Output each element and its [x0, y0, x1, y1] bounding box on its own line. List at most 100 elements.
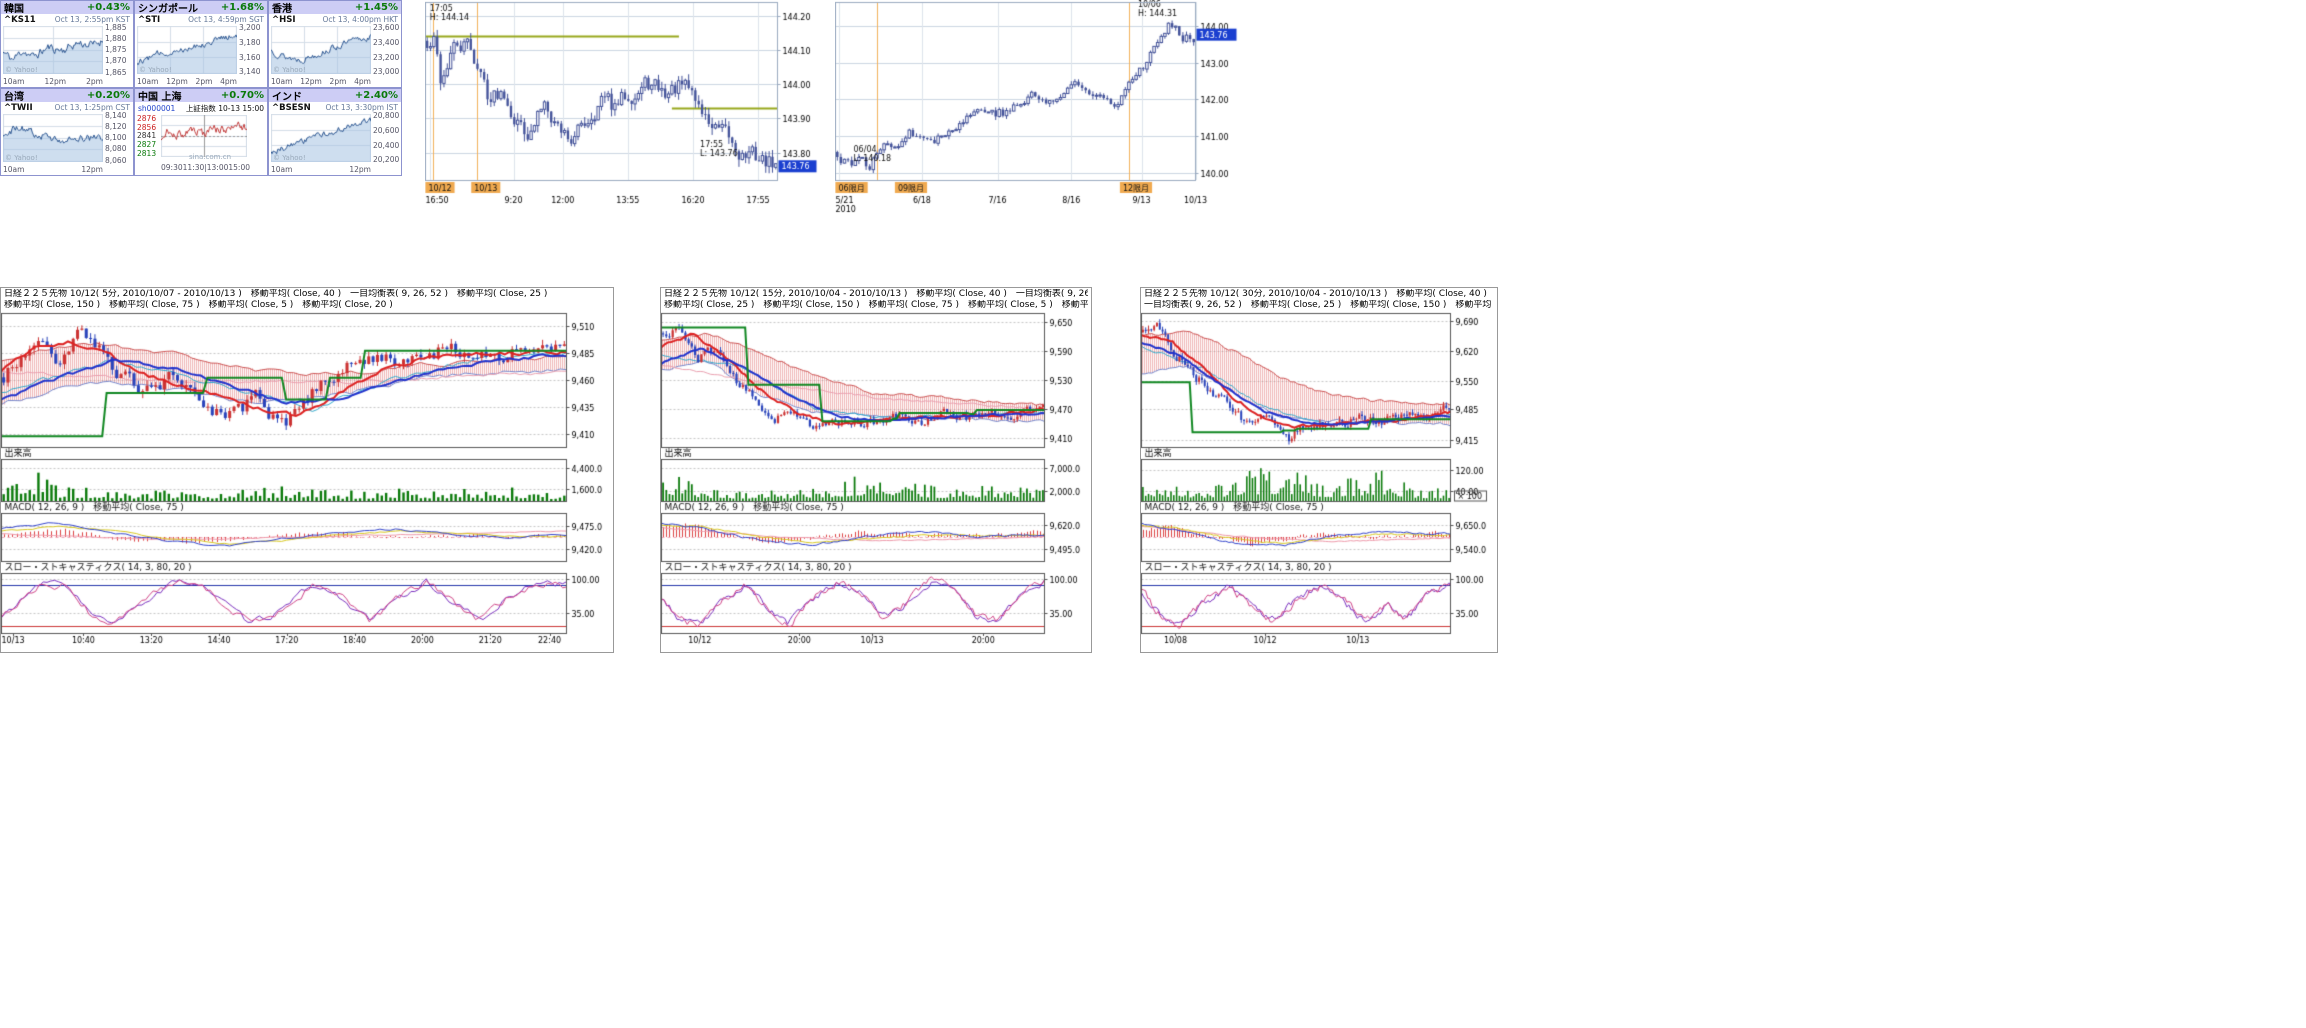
market-symbol: ^STI [138, 15, 161, 25]
india-sparkline-chart[interactable] [271, 114, 371, 162]
axis-label: 8,100 [105, 133, 127, 143]
axis-label: 1,875 [105, 45, 127, 55]
axis-label: 4pm [220, 77, 237, 86]
market-widget-shanghai[interactable]: 中国 上海 +0.70% sh000001 上証指数 10-13 15:00 2… [134, 88, 268, 176]
axis-label: 2pm [329, 77, 347, 86]
korea-sparkline-chart[interactable] [3, 26, 103, 74]
axis-label: 8,140 [105, 111, 127, 120]
watermark: © Yahoo! [5, 154, 38, 162]
market-symbol: ^KS11 [4, 15, 36, 25]
asia-market-widgets: 韓国 +0.43% ^KS11 Oct 13, 2:55pm KST 1,885… [0, 0, 402, 176]
axis-label: 09:30 [161, 163, 183, 172]
usdjpy-intraday-chart[interactable] [425, 0, 820, 220]
axis-label: 23,400 [373, 37, 400, 47]
chart-title-line2: 移動平均( Close, 25 ) 移動平均( Close, 150 ) 移動平… [664, 300, 1088, 310]
nikkei-30min-chart[interactable] [1141, 311, 1497, 651]
axis-label: 12pm [166, 77, 188, 86]
market-change: +2.40% [354, 90, 398, 101]
usdjpy-daily-chart-window [835, 0, 1240, 220]
chart-title-line2: 移動平均( Close, 150 ) 移動平均( Close, 75 ) 移動平… [4, 300, 393, 310]
axis-label: 23,200 [373, 52, 400, 62]
chart-titles: 日経２２５先物 10/12( 30分, 2010/10/04 - 2010/10… [1141, 288, 1497, 311]
market-timestamp: Oct 13, 4:59pm SGT [188, 15, 264, 24]
hongkong-sparkline-chart[interactable] [271, 26, 371, 74]
market-widget-india[interactable]: インド +2.40% ^BSESN Oct 13, 3:30pm IST 20,… [268, 88, 402, 176]
axis-label: 20,600 [373, 125, 400, 135]
widget-subheader: ^TWII Oct 13, 1:25pm CST [4, 103, 130, 113]
market-widget-korea[interactable]: 韓国 +0.43% ^KS11 Oct 13, 2:55pm KST 1,885… [0, 0, 134, 88]
widget-header: 中国 上海 +0.70% [135, 89, 267, 103]
y-axis-labels: 8,140 8,120 8,100 8,080 8,060 [103, 112, 132, 164]
x-axis-labels: 10am 12pm 2pm 4pm [137, 77, 237, 86]
axis-label: 20,800 [373, 111, 400, 120]
widget-subheader: sh000001 上証指数 10-13 15:00 [138, 103, 264, 114]
axis-label: 10am [137, 77, 159, 86]
axis-label: 2841 [137, 131, 157, 141]
axis-label: 2pm [86, 77, 103, 86]
axis-label: 3,140 [239, 67, 261, 77]
taiwan-sparkline-chart[interactable] [3, 114, 103, 162]
axis-label: 10am [271, 165, 293, 174]
market-title: 香港 [272, 4, 292, 15]
widget-header: 台湾 +0.20% [1, 89, 133, 103]
watermark: © Yahoo! [273, 154, 306, 162]
widget-header: インド +2.40% [269, 89, 401, 103]
nikkei-5min-chart[interactable] [1, 311, 613, 651]
axis-label: 10am [3, 165, 25, 174]
axis-label: 2pm [195, 77, 213, 86]
widget-subheader: ^STI Oct 13, 4:59pm SGT [138, 15, 264, 25]
axis-label: 10am [271, 77, 293, 86]
y-axis-labels: 20,800 20,600 20,400 20,200 [371, 112, 400, 164]
widget-header: 香港 +1.45% [269, 1, 401, 15]
usdjpy-daily-chart[interactable] [835, 0, 1240, 220]
axis-label: 23,000 [373, 67, 400, 77]
axis-label: 1,880 [105, 34, 127, 44]
axis-label: 1,870 [105, 56, 127, 66]
x-axis-labels: 10am 12pm [271, 165, 371, 174]
chart-title-line1: 日経２２５先物 10/12( 30分, 2010/10/04 - 2010/10… [1144, 289, 1487, 299]
index-name-and-time: 上証指数 10-13 15:00 [185, 104, 264, 113]
axis-label: 15:00 [228, 163, 251, 172]
market-widget-hongkong[interactable]: 香港 +1.45% ^HSI Oct 13, 4:00pm HKT 23,600… [268, 0, 402, 88]
chart-title-line1: 日経２２５先物 10/12( 15分, 2010/10/04 - 2010/10… [664, 289, 1088, 299]
market-title: シンガポール [138, 4, 198, 15]
market-symbol: ^TWII [4, 103, 33, 113]
y-axis-labels: 1,885 1,880 1,875 1,870 1,865 [103, 24, 132, 76]
axis-label: 12pm [81, 165, 103, 174]
market-title: インド [272, 92, 302, 103]
usdjpy-intraday-chart-window [425, 0, 820, 220]
market-timestamp: Oct 13, 3:30pm IST [325, 103, 398, 112]
axis-label: 1,885 [105, 23, 127, 32]
market-timestamp: Oct 13, 2:55pm KST [54, 15, 130, 24]
axis-label: 2876 [137, 114, 157, 123]
chart-titles: 日経２２５先物 10/12( 15分, 2010/10/04 - 2010/10… [661, 288, 1091, 311]
market-symbol: ^BSESN [272, 103, 311, 113]
axis-label: 23,600 [373, 23, 400, 32]
market-widget-singapore[interactable]: シンガポール +1.68% ^STI Oct 13, 4:59pm SGT 3,… [134, 0, 268, 88]
shanghai-sparkline-chart[interactable] [161, 115, 247, 157]
axis-label: 8,080 [105, 144, 127, 154]
market-widget-taiwan[interactable]: 台湾 +0.20% ^TWII Oct 13, 1:25pm CST 8,140… [0, 88, 134, 176]
axis-label: 3,200 [239, 23, 261, 32]
nikkei-30min-chart-window: 日経２２５先物 10/12( 30分, 2010/10/04 - 2010/10… [1140, 287, 1498, 653]
axis-label: 3,180 [239, 37, 261, 47]
market-change: +1.45% [354, 2, 398, 13]
market-title: 台湾 [4, 92, 24, 103]
singapore-sparkline-chart[interactable] [137, 26, 237, 74]
widget-subheader: ^BSESN Oct 13, 3:30pm IST [272, 103, 398, 113]
market-change: +1.68% [220, 2, 264, 13]
axis-label: 8,120 [105, 122, 127, 132]
nikkei-5min-chart-window: 日経２２５先物 10/12( 5分, 2010/10/07 - 2010/10/… [0, 287, 614, 653]
axis-label: 12pm [349, 165, 371, 174]
widget-subheader: ^HSI Oct 13, 4:00pm HKT [272, 15, 398, 25]
widget-subheader: ^KS11 Oct 13, 2:55pm KST [4, 15, 130, 25]
y-axis-labels: 3,200 3,180 3,160 3,140 [237, 24, 266, 76]
axis-label: 20,200 [373, 155, 400, 165]
axis-label: 12pm [300, 77, 322, 86]
nikkei-15min-chart[interactable] [661, 311, 1091, 651]
watermark: © Yahoo! [139, 66, 172, 74]
axis-label: 3,160 [239, 52, 261, 62]
chart-title-line1: 日経２２５先物 10/12( 5分, 2010/10/07 - 2010/10/… [4, 289, 548, 299]
axis-label: 2827 [137, 139, 157, 149]
